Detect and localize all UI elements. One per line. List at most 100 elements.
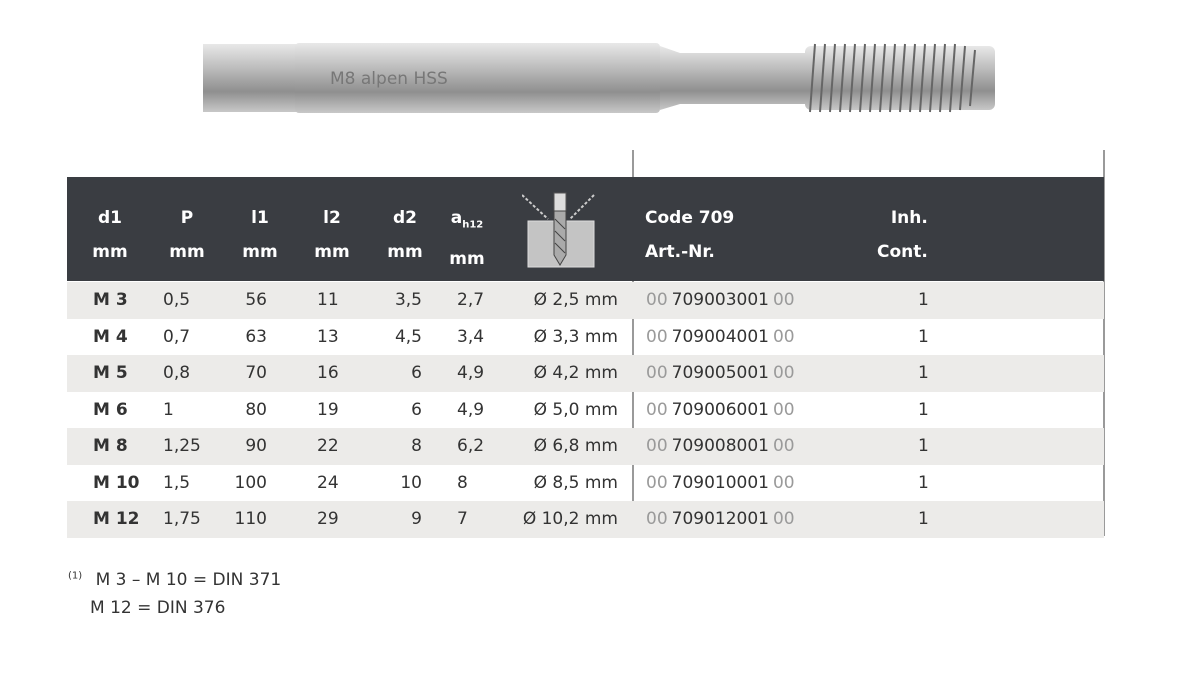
table-row: M 12 1,75 110 29 9 7 Ø 10,2 mm 1 00 709012001 00 <box>67 501 1104 538</box>
header-a-h12: ah12 mm <box>449 208 485 270</box>
cell-drill-diameter: Ø 5,0 mm <box>533 399 618 420</box>
cell-l1: 80 <box>245 399 267 420</box>
cell-a: 8 <box>457 472 468 493</box>
cell-inh: 1 <box>918 436 929 456</box>
cell-drill-diameter: Ø 6,8 mm <box>533 436 618 456</box>
article-suf: 00 <box>772 472 795 493</box>
article-pre: 00 <box>646 472 668 493</box>
cell-d1: M 12 <box>93 509 140 529</box>
cell-l1: 100 <box>234 472 267 493</box>
cell-p: 0,5 <box>163 290 191 310</box>
header-d2: d2 mm <box>387 208 423 262</box>
cell-l2: 24 <box>317 472 339 493</box>
cell-p: 1 <box>163 399 174 420</box>
cell-d2: 4,5 <box>394 326 422 347</box>
cell-p: 0,7 <box>163 326 191 347</box>
cell-d1: M 8 <box>93 436 128 456</box>
article-code: 709003001 <box>671 290 769 310</box>
header-l2: l2 mm <box>314 208 350 262</box>
cell-l2: 19 <box>317 399 339 420</box>
cell-d2: 8 <box>411 436 422 456</box>
cell-p: 0,8 <box>163 363 191 383</box>
table-row: M 5 0,8 70 16 6 4,9 Ø 4,2 mm 1 00 709005001 00 <box>67 355 1104 392</box>
cell-l2: 22 <box>317 436 339 456</box>
header-inh: Inh. Cont. <box>877 208 928 262</box>
article-code: 709008001 <box>671 436 769 456</box>
article-suf: 00 <box>772 363 795 383</box>
cell-l1: 63 <box>245 326 267 347</box>
article-pre: 00 <box>646 290 668 310</box>
footnote-line-1: M 3 – M 10 = DIN 371 <box>95 570 282 590</box>
svg-text:M8 alpen HSS: M8 alpen HSS <box>330 69 448 89</box>
cell-inh: 1 <box>918 290 929 310</box>
article-suf: 00 <box>772 399 795 420</box>
table-row: M 6 1 80 19 6 4,9 Ø 5,0 mm 1 00 709006001 00 <box>67 392 1104 429</box>
cell-p: 1,75 <box>163 509 201 529</box>
cell-l2: 29 <box>317 509 339 529</box>
cell-d2: 10 <box>400 472 422 493</box>
article-pre: 00 <box>646 326 668 347</box>
cell-drill-diameter: Ø 8,5 mm <box>533 472 618 493</box>
cell-a: 2,7 <box>457 290 485 310</box>
cell-article-number: 00 709004001 00 <box>646 319 795 356</box>
table-row: M 10 1,5 100 24 10 8 Ø 8,5 mm 1 00 709010001 00 <box>67 465 1104 502</box>
cell-d2: 3,5 <box>394 290 422 310</box>
cell-a: 4,9 <box>457 363 485 383</box>
cell-article-number: 00 709008001 00 <box>646 428 795 465</box>
header-code: Code 709 Art.-Nr. <box>645 208 735 262</box>
tap-tool-image: M8 alpen HSS <box>203 43 995 113</box>
cell-inh: 1 <box>918 326 929 347</box>
cell-p: 1,25 <box>163 436 201 456</box>
footnote-mark: (1) <box>68 570 83 582</box>
cell-article-number: 00 709006001 00 <box>646 392 795 429</box>
cell-l2: 11 <box>317 290 339 310</box>
article-suf: 00 <box>772 436 795 456</box>
cell-inh: 1 <box>918 363 929 383</box>
cell-inh: 1 <box>918 509 929 529</box>
cell-d1: M 6 <box>93 399 128 420</box>
cell-l2: 13 <box>317 326 339 347</box>
cell-inh: 1 <box>918 399 929 420</box>
cell-d2: 6 <box>411 399 422 420</box>
cell-d2: 6 <box>411 363 422 383</box>
article-suf: 00 <box>772 509 795 529</box>
article-code: 709004001 <box>671 326 769 347</box>
article-code: 709005001 <box>671 363 769 383</box>
cell-drill-diameter: Ø 2,5 mm <box>533 290 618 310</box>
cell-a: 4,9 <box>457 399 485 420</box>
cell-d1: M 4 <box>93 326 128 347</box>
cell-a: 3,4 <box>457 326 485 347</box>
cell-article-number: 00 709012001 00 <box>646 501 795 538</box>
cell-article-number: 00 709010001 00 <box>646 465 795 502</box>
article-pre: 00 <box>646 509 668 529</box>
article-pre: 00 <box>646 363 668 383</box>
article-suf: 00 <box>772 290 795 310</box>
footnote: (1) M 3 – M 10 = DIN 371 M 12 = DIN 376 <box>68 570 281 618</box>
core-drill-icon <box>522 192 595 268</box>
cell-drill-diameter: Ø 10,2 mm <box>522 509 618 529</box>
article-code: 709010001 <box>671 472 769 493</box>
cell-inh: 1 <box>918 472 929 493</box>
cell-d1: M 3 <box>93 290 128 310</box>
article-pre: 00 <box>646 399 668 420</box>
cell-d1: M 5 <box>93 363 128 383</box>
cell-article-number: 00 709003001 00 <box>646 282 795 319</box>
cell-article-number: 00 709005001 00 <box>646 355 795 392</box>
cell-l1: 90 <box>245 436 267 456</box>
cell-d2: 9 <box>411 509 422 529</box>
cell-l1: 70 <box>245 363 267 383</box>
cell-d1: M 10 <box>93 472 140 493</box>
table-row: M 8 1,25 90 22 8 6,2 Ø 6,8 mm 1 00 709008001 00 <box>67 428 1104 465</box>
article-code: 709012001 <box>671 509 769 529</box>
article-suf: 00 <box>772 326 795 347</box>
cell-a: 6,2 <box>457 436 485 456</box>
cell-l1: 56 <box>245 290 267 310</box>
column-divider <box>632 150 634 536</box>
cell-drill-diameter: Ø 4,2 mm <box>533 363 618 383</box>
footnote-line-2: M 12 = DIN 376 <box>90 598 226 618</box>
article-code: 709006001 <box>671 399 769 420</box>
header-l1: l1 mm <box>242 208 278 262</box>
table-right-border <box>1103 150 1105 536</box>
